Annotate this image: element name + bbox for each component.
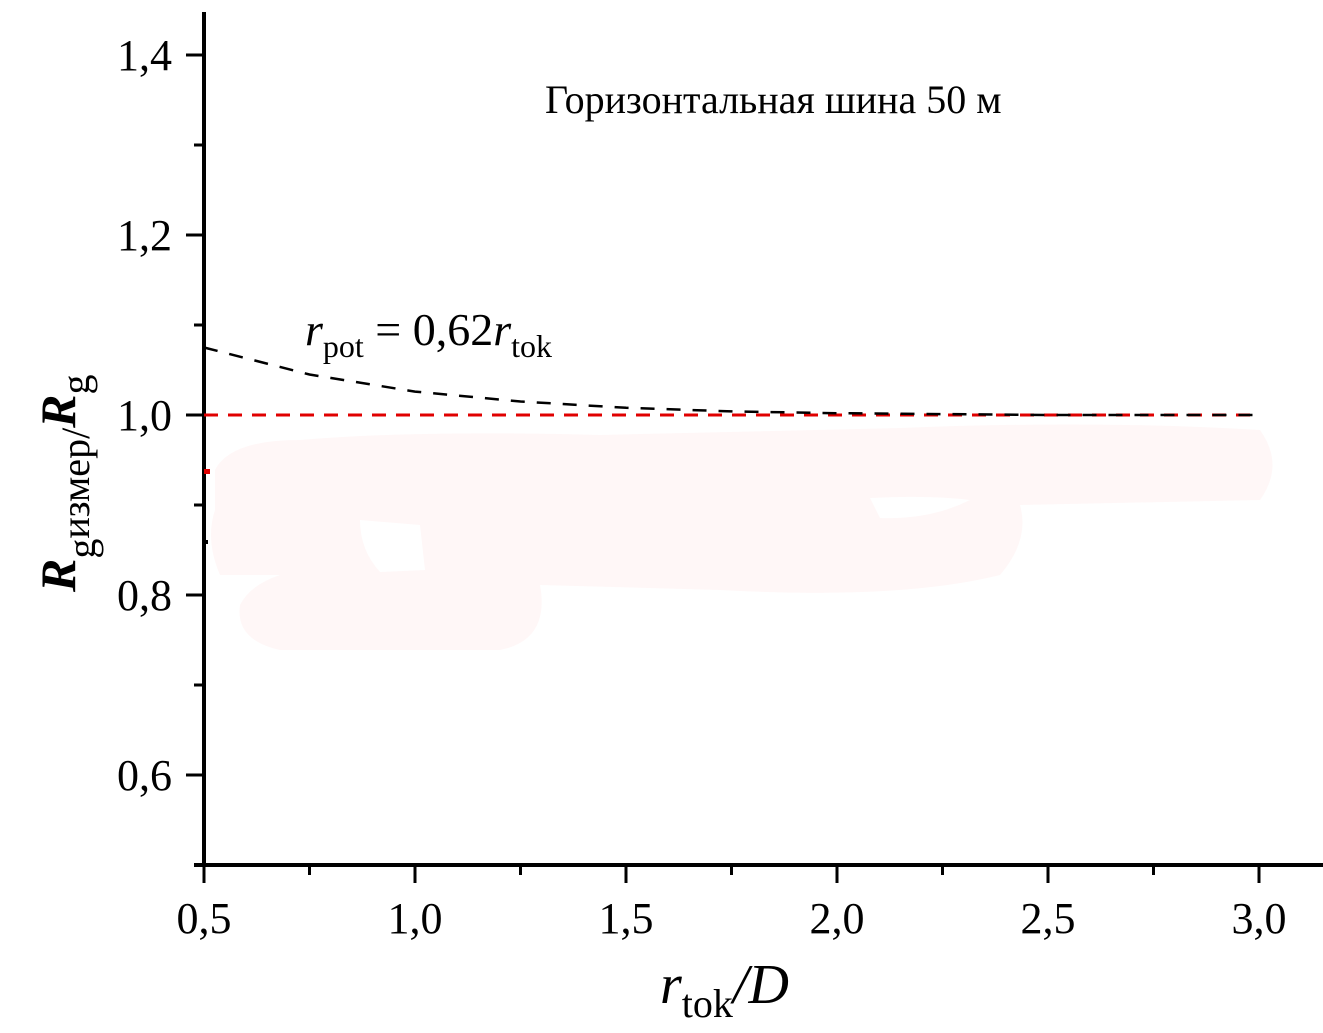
y-tick-label: 0,8: [117, 571, 172, 620]
y-axis-label: Rgизмер/Rg: [30, 374, 104, 593]
x-axis-label: rtok/D: [660, 954, 789, 1026]
x-ticks: 0,5 1,0 1,5 2,0 2,5 3,0: [177, 865, 1287, 943]
x-tick-label: 3,0: [1232, 894, 1287, 943]
y-tick-label: 1,2: [117, 211, 172, 260]
y-tick-label: 1,4: [117, 31, 172, 80]
x-tick-label: 2,0: [810, 894, 865, 943]
y-tick-label: 1,0: [117, 391, 172, 440]
x-tick-label: 1,5: [599, 894, 654, 943]
axis-mark-red: [204, 469, 210, 474]
erased-smudge: [211, 424, 1273, 650]
x-tick-label: 1,0: [388, 894, 443, 943]
y-ticks: 0,6 0,8 1,0 1,2 1,4: [117, 31, 204, 867]
chart-title: Горизонтальная шина 50 м: [545, 77, 1002, 122]
x-tick-label: 0,5: [177, 894, 232, 943]
curve-rpot-062: [203, 346, 1259, 417]
x-tick-label: 2,5: [1021, 894, 1076, 943]
smudge-holes: [360, 496, 970, 572]
axis-mark-black: [204, 540, 208, 544]
y-tick-label: 0,6: [117, 751, 172, 800]
curve-annotation: rpot = 0,62rtok: [305, 304, 552, 364]
